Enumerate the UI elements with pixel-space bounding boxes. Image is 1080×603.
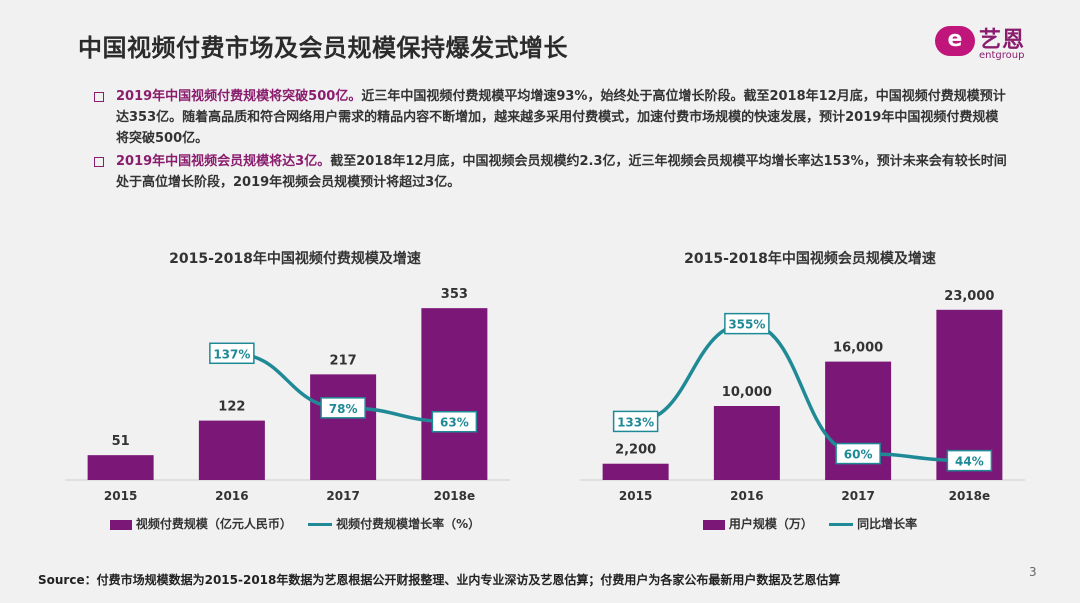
growth-label-box (320, 397, 366, 419)
bar-2016 (713, 406, 780, 480)
legend-line-label: 同比增长率 (857, 517, 918, 531)
summary-bullets: 2019年中国视频付费规模将突破500亿。近三年中国视频付费规模平均增速93%，… (94, 86, 1009, 195)
legend-item-line: 视频付费规模增长率（%） (308, 515, 480, 532)
logo-mark-icon: e (935, 26, 975, 56)
bullet-highlight: 2019年中国视频付费规模将突破500亿。 (116, 89, 362, 104)
bar-2015 (87, 455, 154, 480)
chart-title: 2015-2018年中国视频会员规模及增速 (684, 251, 936, 267)
growth-label: 355% (728, 318, 765, 332)
growth-label: 63% (440, 416, 469, 430)
logo-cn-text: 艺恩 (979, 28, 1026, 53)
x-tick-label: 2017 (326, 489, 359, 503)
checkbox-square-icon (94, 92, 104, 102)
page-title: 中国视频付费市场及会员规模保持爆发式增长 (78, 34, 568, 62)
bullet-text: 截至2018年12月底，中国视频会员规模约2.3亿，近三年视频会员规模平均增长率… (116, 154, 1007, 190)
growth-label-box (209, 342, 255, 365)
paid-market-chart-plot: 51 2015 122 2016 217 2017 353 2018e 137% 78% 63% (65, 287, 510, 503)
chart-legend: 用户规模（万） 同比增长率 (575, 515, 1045, 532)
paid-market-chart: 2015-2018年中国视频付费规模及增速 51 2015 122 2016 217 20… (60, 240, 530, 540)
bar-2018e (421, 308, 488, 480)
entgroup-logo: e 艺恩 entgroup (935, 20, 1050, 70)
source-note: Source：付费市场规模数据为2015-2018年数据为艺恩根据公开财报整理、… (38, 573, 841, 587)
bar-2017 (310, 374, 377, 480)
bar-value-label: 122 (218, 400, 245, 415)
member-chart-plot: 2,200 2015 10,000 2016 16,000 2017 23,000 2018e… (580, 289, 1025, 503)
growth-label-box (946, 449, 993, 472)
x-tick-label: 2016 (730, 489, 763, 503)
legend-bar-label: 视频付费规模（亿元人民币） (135, 517, 292, 531)
growth-label: 133% (617, 415, 654, 429)
growth-label-box (724, 312, 770, 335)
x-tick-label: 2016 (215, 489, 248, 503)
x-tick-label: 2017 (841, 489, 874, 503)
logo-en-text: entgroup (979, 50, 1025, 61)
legend-line-label: 视频付费规模增长率（%） (336, 517, 481, 531)
chart-legend: 视频付费规模（亿元人民币） 视频付费规模增长率（%） (60, 515, 530, 532)
checkbox-square-icon (94, 157, 104, 167)
x-tick-label: 2015 (104, 489, 137, 503)
bar-2015 (602, 463, 669, 480)
legend-bar-label: 用户规模（万） (728, 517, 813, 531)
bar-value-label: 16,000 (833, 341, 883, 356)
growth-line (635, 321, 970, 463)
legend-item-line: 同比增长率 (829, 515, 917, 532)
legend-bar-swatch (109, 519, 132, 530)
page-number: 3 (1029, 565, 1037, 579)
growth-label: 44% (955, 455, 984, 469)
growth-label-box (431, 410, 478, 433)
legend-bar-swatch (702, 519, 725, 530)
legend-line-swatch (308, 523, 333, 526)
bar-value-label: 2,200 (615, 443, 656, 458)
growth-label: 137% (213, 347, 250, 361)
x-tick-label: 2018e (434, 489, 476, 503)
x-tick-label: 2018e (949, 489, 991, 503)
chart-title: 2015-2018年中国视频付费规模及增速 (169, 251, 421, 267)
legend-item-bar: 视频付费规模（亿元人民币） (109, 515, 292, 532)
bullet-members: 2019年中国视频会员规模将达3亿。截至2018年12月底，中国视频会员规模约2… (94, 151, 1009, 193)
member-chart: 2015-2018年中国视频会员规模及增速 2,200 2015 10,000 201… (575, 240, 1045, 540)
bullet-highlight: 2019年中国视频会员规模将达3亿。 (116, 154, 331, 169)
bar-2016 (198, 420, 265, 480)
bar-value-label: 353 (441, 287, 468, 302)
legend-line-swatch (829, 523, 854, 526)
growth-label-box (612, 410, 659, 433)
bullet-text: 近三年中国视频付费规模平均增速93%，始终处于高位增长阶段。截至2018年12月… (116, 89, 1006, 146)
bar-value-label: 217 (330, 353, 357, 368)
growth-label: 78% (329, 402, 358, 416)
legend-item-bar: 用户规模（万） (702, 515, 813, 532)
growth-label-box (835, 442, 881, 465)
bar-value-label: 23,000 (944, 289, 994, 304)
x-tick-label: 2015 (619, 489, 652, 503)
bullet-paid-market: 2019年中国视频付费规模将突破500亿。近三年中国视频付费规模平均增速93%，… (94, 86, 1009, 149)
bar-value-label: 51 (112, 434, 130, 449)
bar-value-label: 10,000 (722, 385, 772, 400)
growth-label: 60% (844, 448, 873, 462)
